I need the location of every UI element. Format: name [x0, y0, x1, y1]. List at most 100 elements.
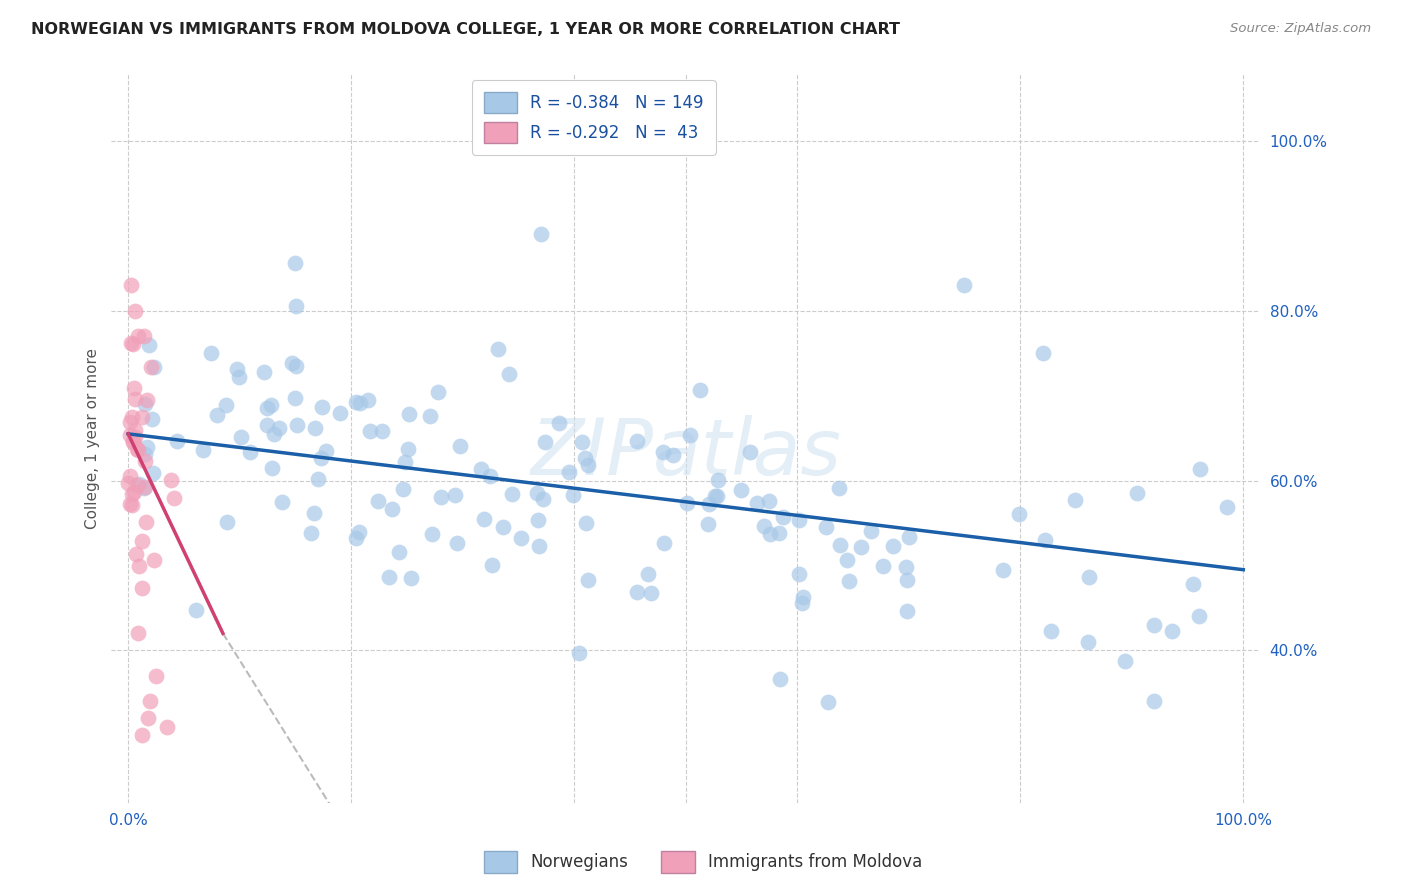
Point: [1161, 624, 1184, 639]
Point: [136, 711, 159, 725]
Point: [745, 496, 768, 510]
Point: [652, 445, 675, 459]
Point: [134, 454, 156, 468]
Point: [510, 531, 533, 545]
Point: [200, 346, 222, 360]
Y-axis label: College, 1 year or more: College, 1 year or more: [86, 348, 100, 529]
Text: Source: ZipAtlas.com: Source: ZipAtlas.com: [1230, 22, 1371, 36]
Point: [267, 421, 290, 435]
Point: [121, 410, 143, 425]
Point: [131, 728, 153, 742]
Point: [838, 574, 860, 588]
Point: [134, 447, 156, 461]
Point: [309, 451, 332, 466]
Point: [426, 385, 449, 400]
Point: [396, 442, 419, 457]
Point: [263, 427, 285, 442]
Point: [281, 356, 304, 370]
Point: [828, 539, 851, 553]
Point: [896, 604, 918, 618]
Point: [399, 571, 422, 585]
Point: [124, 430, 146, 444]
Point: [817, 695, 839, 709]
Point: [492, 520, 515, 534]
Point: [898, 530, 921, 544]
Point: [849, 540, 872, 554]
Point: [125, 478, 148, 492]
Point: [704, 489, 727, 503]
Point: [675, 496, 697, 510]
Point: [568, 646, 591, 660]
Point: [359, 424, 381, 438]
Point: [418, 409, 440, 424]
Point: [284, 255, 307, 269]
Point: [626, 585, 648, 599]
Point: [120, 336, 142, 351]
Point: [120, 415, 142, 429]
Point: [302, 506, 325, 520]
Point: [446, 535, 468, 549]
Point: [1063, 493, 1085, 508]
Point: [270, 495, 292, 509]
Point: [344, 531, 367, 545]
Point: [131, 533, 153, 548]
Point: [217, 516, 239, 530]
Point: [526, 486, 548, 500]
Point: [387, 545, 409, 559]
Point: [1033, 533, 1056, 547]
Point: [127, 626, 149, 640]
Point: [792, 590, 814, 604]
Point: [128, 558, 150, 573]
Point: [652, 536, 675, 550]
Point: [768, 526, 790, 541]
Point: [138, 338, 160, 352]
Point: [706, 489, 728, 503]
Point: [315, 443, 337, 458]
Point: [1032, 346, 1054, 360]
Point: [160, 473, 183, 487]
Point: [184, 603, 207, 617]
Point: [127, 443, 149, 458]
Point: [548, 416, 571, 430]
Point: [1188, 462, 1211, 476]
Point: [135, 515, 157, 529]
Point: [349, 396, 371, 410]
Point: [260, 398, 283, 412]
Point: [122, 484, 145, 499]
Point: [752, 519, 775, 533]
Point: [859, 524, 882, 538]
Point: [1188, 609, 1211, 624]
Point: [444, 488, 467, 502]
Point: [285, 418, 308, 433]
Point: [347, 524, 370, 539]
Point: [828, 482, 851, 496]
Point: [127, 329, 149, 343]
Point: [166, 434, 188, 448]
Point: [122, 435, 145, 450]
Point: [132, 328, 155, 343]
Point: [191, 443, 214, 458]
Point: [1182, 577, 1205, 591]
Legend: R = -0.384   N = 149, R = -0.292   N =  43: R = -0.384 N = 149, R = -0.292 N = 43: [472, 80, 716, 155]
Point: [1077, 634, 1099, 648]
Point: [229, 430, 252, 444]
Point: [142, 552, 165, 566]
Point: [531, 491, 554, 506]
Point: [136, 393, 159, 408]
Point: [139, 694, 162, 708]
Point: [142, 466, 165, 480]
Point: [640, 586, 662, 600]
Point: [131, 581, 153, 595]
Point: [357, 392, 380, 407]
Point: [121, 278, 143, 293]
Point: [205, 408, 228, 422]
Point: [156, 720, 179, 734]
Point: [501, 487, 523, 501]
Point: [1143, 694, 1166, 708]
Text: NORWEGIAN VS IMMIGRANTS FROM MOLDOVA COLLEGE, 1 YEAR OR MORE CORRELATION CHART: NORWEGIAN VS IMMIGRANTS FROM MOLDOVA COL…: [31, 22, 900, 37]
Point: [530, 227, 553, 242]
Point: [122, 381, 145, 395]
Point: [562, 487, 585, 501]
Point: [478, 468, 501, 483]
Point: [329, 406, 352, 420]
